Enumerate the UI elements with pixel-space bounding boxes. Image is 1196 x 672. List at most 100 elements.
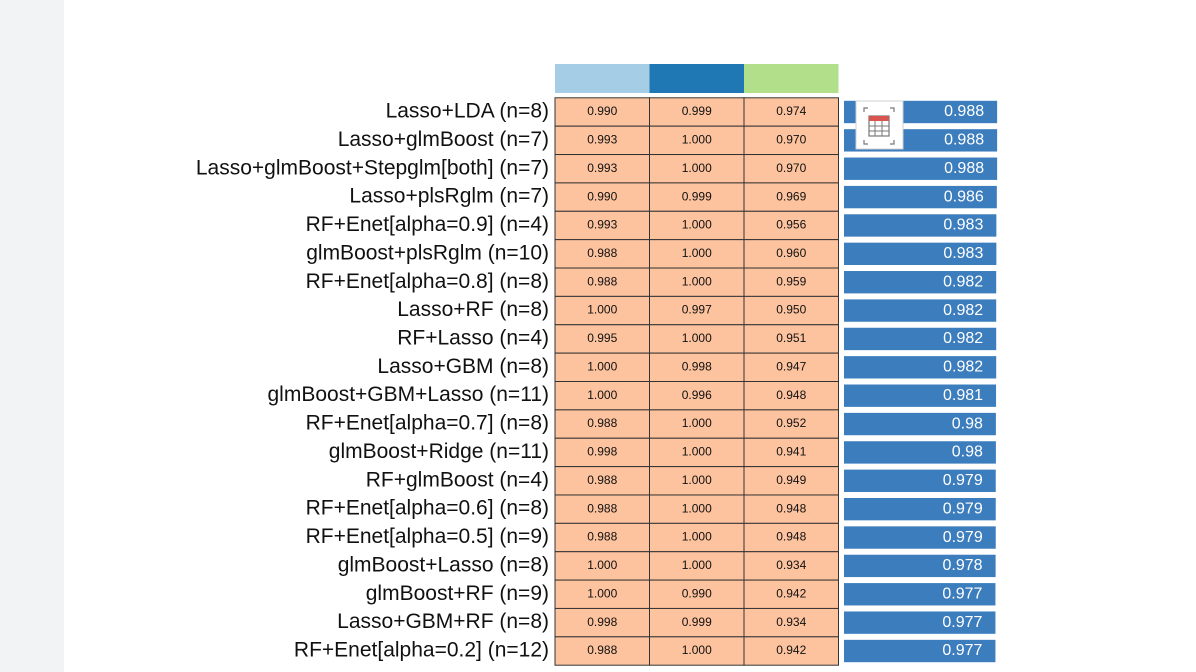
cell-value: 0.950 <box>776 303 806 317</box>
cell-value: 0.998 <box>587 445 617 459</box>
row-label: glmBoost+plsRglm (n=10) <box>306 241 549 264</box>
mean-label: 0.986 <box>944 188 984 205</box>
mean-bar <box>844 554 996 578</box>
cell-value: 1.000 <box>682 501 712 515</box>
mean-bar <box>844 327 997 351</box>
row-label: glmBoost+GBM+Lasso (n=11) <box>267 383 549 406</box>
cell-value: 0.996 <box>682 388 712 402</box>
cell <box>743 239 839 269</box>
cell <box>649 437 745 468</box>
mean-bar <box>844 384 997 407</box>
cell-value: 1.000 <box>587 359 617 373</box>
cell <box>649 579 745 609</box>
mean-bar <box>844 497 996 521</box>
mean-label: 0.979 <box>943 472 983 489</box>
figure: Lasso+LDA (n=8) 0.990 0.999 0.974 0.988 Lasso… <box>196 64 998 666</box>
cell-value: 1.000 <box>682 274 712 288</box>
mean-label: 0.982 <box>943 359 983 376</box>
row-label: RF+Enet[alpha=0.6] (n=8) <box>306 497 549 520</box>
viewer-margin <box>0 0 64 672</box>
cell <box>743 267 839 297</box>
row-label: Lasso+glmBoost+Stepglm[both] (n=7) <box>196 156 549 179</box>
mean-label: 0.982 <box>943 302 983 319</box>
cell-value: 0.948 <box>776 530 806 544</box>
group-header <box>744 64 839 93</box>
calculator-icon[interactable] <box>855 100 904 150</box>
row-label: glmBoost+RF (n=9) <box>366 582 549 605</box>
cell-value: 0.974 <box>776 104 806 118</box>
mean-bar <box>844 441 996 464</box>
cell <box>743 551 839 581</box>
row-label: Lasso+GBM+RF (n=8) <box>337 610 549 633</box>
cell <box>743 437 839 468</box>
mean-bar <box>844 214 997 237</box>
icon-corners <box>863 107 895 145</box>
cell-value: 1.000 <box>587 303 617 317</box>
row-label: RF+Enet[alpha=0.5] (n=9) <box>306 525 549 548</box>
cell-value: 1.000 <box>682 558 712 572</box>
cell <box>554 210 650 241</box>
mean-bar <box>844 583 996 606</box>
row-label: RF+Enet[alpha=0.8] (n=8) <box>306 270 549 293</box>
cell-value: 0.934 <box>776 615 806 629</box>
cell-value: 0.993 <box>587 161 617 175</box>
cell <box>554 267 650 297</box>
mean-bar <box>844 639 996 663</box>
cell-value: 0.948 <box>776 501 806 515</box>
row-label: Lasso+RF (n=8) <box>397 298 549 321</box>
mean-label: 0.982 <box>943 273 983 290</box>
mean-label: 0.977 <box>942 585 982 602</box>
mean-bar <box>844 526 996 549</box>
cell <box>554 324 650 354</box>
row-label: Lasso+GBM (n=8) <box>377 355 549 378</box>
mean-label: 0.983 <box>943 217 983 234</box>
cell-value: 0.998 <box>682 359 712 373</box>
mean-bar <box>844 271 997 294</box>
icon-lines <box>869 121 889 136</box>
group-header <box>555 64 650 93</box>
row-label: glmBoost+Lasso (n=8) <box>338 553 549 576</box>
cell <box>743 210 839 241</box>
cell-value: 0.969 <box>776 189 806 203</box>
cell <box>649 154 745 184</box>
mean-label: 0.979 <box>943 529 983 546</box>
mean-label: 0.98 <box>952 444 983 461</box>
cell-value: 0.952 <box>776 416 806 430</box>
cell <box>743 125 839 156</box>
mean-label: 0.988 <box>944 132 984 149</box>
icon-frame[interactable] <box>855 100 904 150</box>
cell-value: 1.000 <box>682 643 712 657</box>
cell <box>554 551 650 581</box>
cell-value: 1.000 <box>682 416 712 430</box>
cell <box>649 352 745 383</box>
cell <box>743 324 839 354</box>
cell <box>743 352 839 383</box>
cell <box>743 636 839 666</box>
cell <box>649 522 745 553</box>
cell-value: 0.998 <box>587 615 617 629</box>
cell-value: 0.988 <box>587 643 617 657</box>
cell <box>554 97 650 127</box>
cell-value: 0.988 <box>587 530 617 544</box>
cell <box>743 182 839 212</box>
mean-label: 0.977 <box>942 642 982 659</box>
cell <box>743 579 839 609</box>
cell-value: 0.990 <box>682 586 712 600</box>
group-header <box>649 64 744 93</box>
cell <box>649 210 745 241</box>
cell-value: 0.990 <box>587 104 617 118</box>
mean-label: 0.981 <box>943 387 983 404</box>
mean-label: 0.982 <box>943 330 983 347</box>
cell-value: 1.000 <box>587 388 617 402</box>
cell <box>554 579 650 609</box>
cell-value: 0.988 <box>587 246 617 260</box>
mean-bar <box>844 157 998 180</box>
cell <box>743 466 839 496</box>
cell-value: 1.000 <box>682 530 712 544</box>
cell-value: 0.988 <box>587 501 617 515</box>
cell <box>649 607 745 638</box>
mean-label: 0.98 <box>952 415 983 432</box>
cell <box>554 239 650 269</box>
cell <box>649 636 745 666</box>
